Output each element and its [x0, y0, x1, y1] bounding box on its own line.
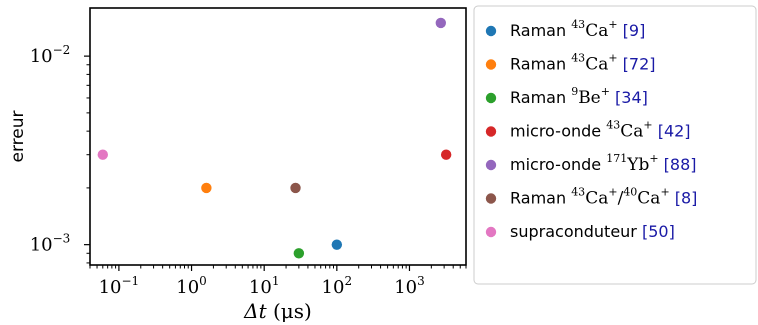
legend-superscript: 43	[606, 119, 620, 132]
data-point-5	[435, 17, 447, 29]
x-tick-exponent: 2	[344, 274, 352, 288]
legend-marker-5	[485, 159, 497, 171]
legend-superscript: +	[608, 186, 617, 199]
x-tick-exponent: 1	[272, 274, 280, 288]
legend-element-symbol: Ca	[637, 189, 660, 209]
legend-reference: [34]	[610, 88, 648, 107]
legend-element-symbol: Ca	[620, 122, 643, 142]
legend-superscript: 43	[571, 18, 585, 31]
x-tick-base: 10	[176, 277, 199, 298]
legend-superscript: 40	[623, 186, 637, 199]
y-tick-exponent: −3	[53, 232, 71, 246]
x-tick-label: 10−1	[99, 274, 140, 298]
x-minor-ticks	[89, 265, 467, 269]
legend-marker-4	[485, 126, 497, 137]
x-tick-label: 100	[176, 274, 207, 298]
legend-label-text: Raman	[510, 88, 571, 107]
legend-element-symbol: Be	[578, 88, 601, 108]
legend-element-symbol: Ca	[585, 55, 608, 75]
x-tick-exponent: −1	[122, 274, 140, 288]
y-tick-base: 10	[30, 235, 53, 256]
x-tick-base: 10	[394, 277, 417, 298]
legend-element-symbol: Ca	[585, 21, 608, 41]
legend-entry-5: micro-onde 171Yb+ [88]	[510, 152, 697, 175]
legend-entry-1: Raman 43Ca+ [9]	[510, 18, 645, 41]
y-minor-ticks	[86, 64, 90, 264]
legend-label-text: Raman	[510, 21, 571, 40]
x-tick-exponent: 0	[199, 274, 207, 288]
x-tick-base: 10	[99, 277, 122, 298]
x-tick-base: 10	[322, 277, 345, 298]
x-tick-exponent: 3	[417, 274, 425, 288]
legend-reference: [8]	[670, 189, 698, 208]
data-point-7	[97, 149, 108, 160]
legend-element-symbol: Ca	[585, 189, 608, 209]
legend-superscript: +	[660, 186, 669, 199]
legend-element-symbol: Yb	[626, 155, 649, 175]
x-axis-label-unit: (μs)	[267, 299, 312, 323]
y-tick-base: 10	[30, 46, 53, 67]
legend-label-text: Raman	[510, 55, 571, 74]
x-axis-label-symbol: Δt	[243, 299, 267, 323]
legend-reference: [9]	[618, 21, 646, 40]
x-tick-label: 103	[394, 274, 425, 298]
x-tick-base: 10	[249, 277, 272, 298]
legend-entry-2: Raman 43Ca+ [72]	[510, 52, 656, 75]
legend-label-text: micro-onde	[510, 155, 606, 174]
legend-reference: [50]	[642, 222, 675, 241]
legend-box	[473, 5, 757, 285]
legend-marker-7	[485, 226, 497, 238]
legend-superscript: +	[608, 18, 617, 31]
legend-reference: [72]	[618, 55, 656, 74]
y-tick-exponent: −2	[53, 43, 71, 57]
data-point-4	[440, 149, 452, 160]
legend: Raman 43Ca+ [9]Raman 43Ca+ [72]Raman 9Be…	[473, 5, 757, 285]
legend-superscript: +	[649, 152, 658, 165]
data-point-6	[290, 182, 301, 194]
legend-superscript: 9	[571, 85, 578, 98]
legend-label-text: supraconduteur	[510, 222, 642, 241]
legend-label-text: micro-onde	[510, 122, 606, 141]
legend-entry-3: Raman 9Be+ [34]	[510, 85, 648, 108]
legend-marker-2	[485, 59, 497, 70]
legend-reference: [42]	[653, 122, 691, 141]
y-axis-label: erreur	[8, 111, 28, 163]
data-point-2	[201, 182, 212, 194]
legend-entry-6: Raman 43Ca+/40Ca+ [8]	[510, 186, 697, 209]
legend-superscript: 43	[571, 52, 585, 65]
axes-frame	[89, 7, 467, 266]
y-tick-label: 10−3	[30, 232, 71, 256]
legend-superscript: +	[643, 119, 652, 132]
legend-reference: [88]	[659, 155, 697, 174]
data-point-3	[293, 248, 305, 259]
x-tick-label: 101	[249, 274, 280, 298]
legend-marker-1	[485, 25, 497, 37]
data-point-1	[331, 239, 343, 250]
legend-superscript: +	[608, 52, 617, 65]
legend-marker-6	[485, 193, 497, 204]
x-axis-label: Δt (μs)	[243, 299, 312, 323]
legend-entry-4: micro-onde 43Ca+ [42]	[510, 119, 691, 142]
y-tick-label: 10−2	[30, 43, 71, 67]
legend-superscript: 43	[571, 186, 585, 199]
legend-marker-3	[485, 92, 497, 104]
legend-superscript: 171	[606, 152, 627, 165]
legend-label-text: Raman	[510, 189, 571, 208]
x-tick-label: 102	[322, 274, 353, 298]
legend-element-symbol: /	[618, 189, 624, 209]
legend-superscript: +	[601, 85, 610, 98]
legend-entry-7: supraconduteur [50]	[510, 222, 675, 241]
